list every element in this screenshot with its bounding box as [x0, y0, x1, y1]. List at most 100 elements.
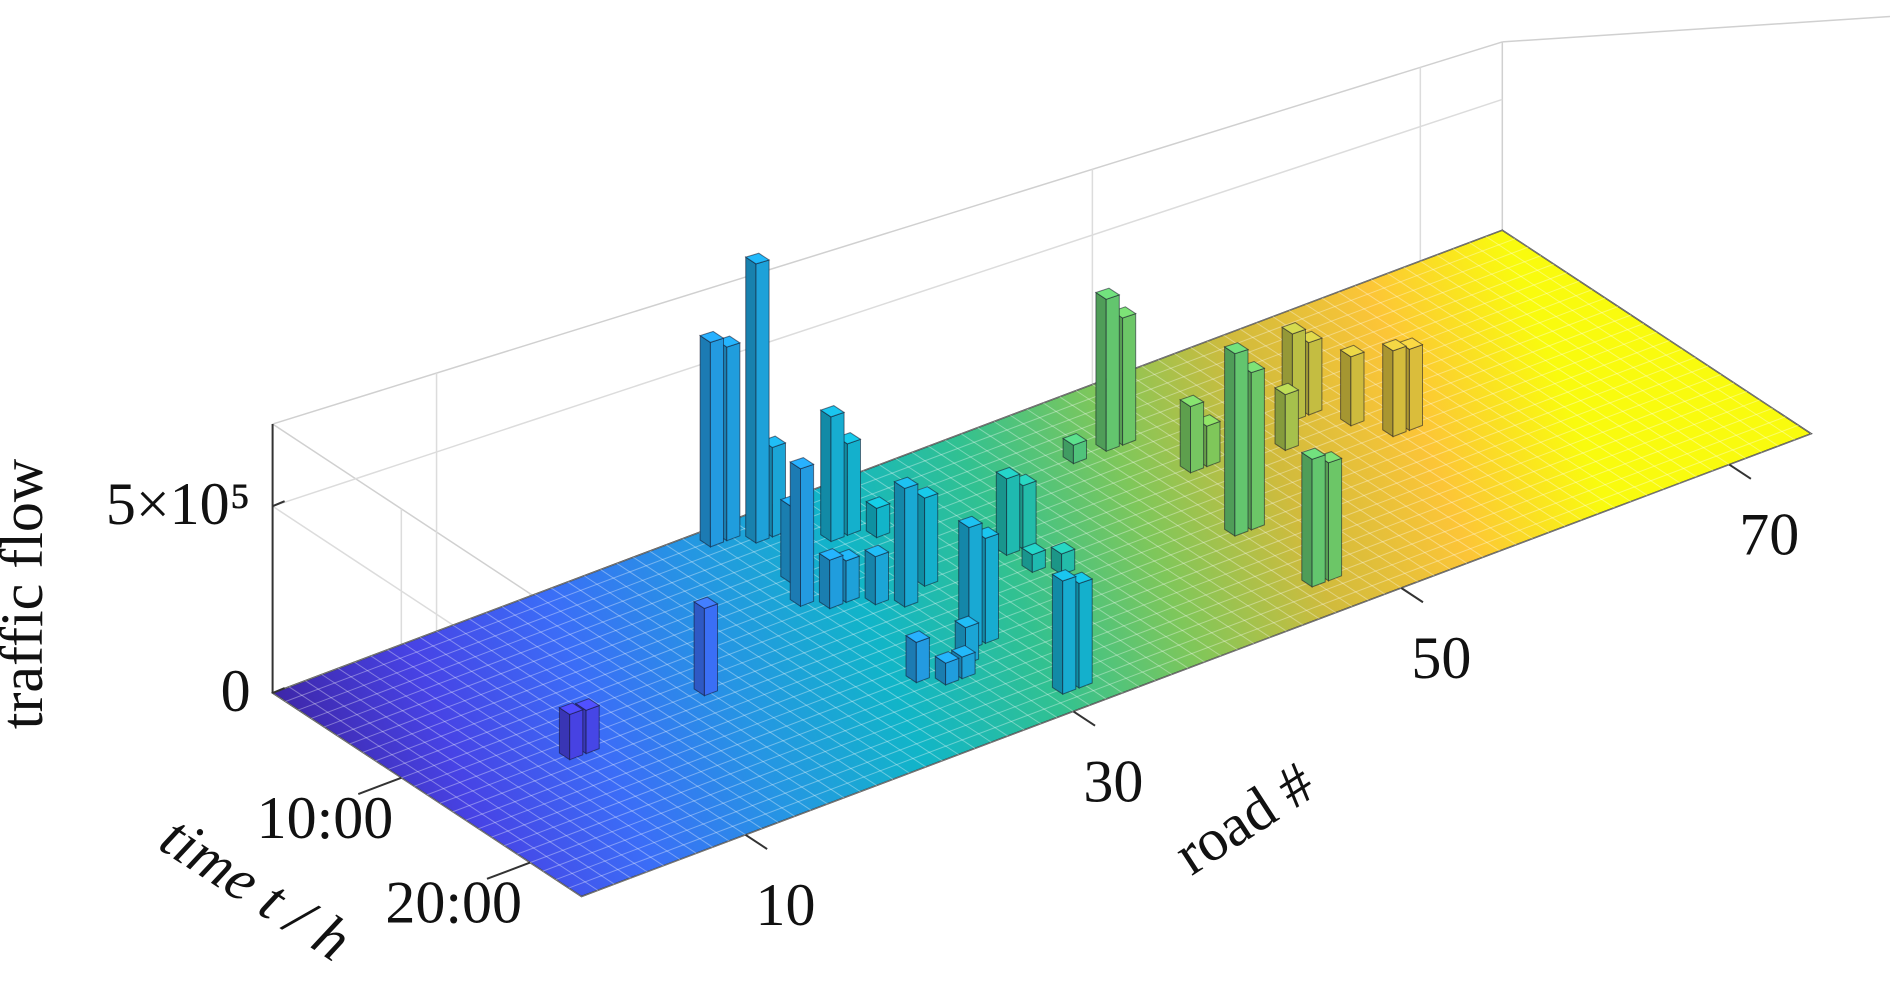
floor-grid — [567, 581, 877, 786]
bar-front — [829, 554, 844, 610]
bar-front — [1122, 312, 1137, 446]
bar-top — [863, 544, 890, 558]
bar-front — [703, 603, 718, 697]
bar-front — [1078, 578, 1093, 689]
bar-top — [1020, 542, 1047, 556]
bar-top — [954, 615, 980, 629]
bar-top — [913, 486, 939, 499]
bar-top — [789, 457, 815, 470]
floor-grid — [354, 661, 664, 867]
bar-top — [995, 466, 1021, 480]
bar-side — [745, 256, 757, 544]
floor-grid — [555, 416, 1786, 881]
bar — [865, 496, 891, 539]
bar — [818, 548, 845, 610]
y-tick — [486, 861, 531, 880]
bar-front — [1308, 337, 1323, 416]
floor-grid — [1321, 297, 1632, 503]
floor-grid — [583, 575, 894, 780]
bar — [819, 405, 846, 543]
bar-top — [744, 252, 771, 265]
bar-top — [698, 330, 725, 343]
bar-top — [950, 644, 977, 658]
bar-front — [1234, 348, 1249, 537]
bar-top — [692, 596, 719, 610]
bar-side — [1274, 386, 1286, 452]
floor-grid — [600, 569, 910, 774]
bar-side — [699, 334, 711, 548]
x-tick — [1728, 463, 1752, 480]
floor-grid — [370, 655, 681, 860]
bar-front — [915, 636, 930, 684]
bar — [698, 330, 725, 548]
bar-front — [755, 259, 770, 544]
bar — [1179, 394, 1205, 474]
floor-grid — [439, 339, 1670, 804]
floor-grid — [977, 427, 1287, 632]
bar-top — [1381, 338, 1408, 352]
bar-top — [904, 630, 931, 643]
bar — [1062, 432, 1088, 465]
bar-top — [558, 702, 584, 716]
floor-grid — [1370, 279, 1681, 484]
bar — [1381, 338, 1408, 438]
bar-front — [924, 492, 939, 587]
floor-grid — [616, 562, 927, 768]
bar-front — [726, 342, 741, 542]
floor-grid — [478, 365, 1709, 830]
bar-top — [1339, 344, 1366, 358]
bar — [789, 457, 815, 608]
floor-grid — [1420, 260, 1730, 466]
floor-grid — [1354, 285, 1664, 490]
floor-grid — [518, 600, 828, 805]
z-tick — [272, 687, 285, 694]
x-tick-label: 10 — [756, 872, 816, 938]
bar-front — [1006, 473, 1021, 557]
floor-grid — [1485, 235, 1796, 441]
bar-top — [1062, 432, 1088, 446]
floor-grid — [272, 229, 1503, 694]
bar-side — [893, 480, 906, 608]
floor-grid — [469, 618, 779, 823]
bar-side — [1095, 291, 1107, 453]
bar — [744, 252, 771, 544]
y-tick — [357, 776, 402, 795]
bar — [904, 630, 931, 684]
floor-grid — [1452, 248, 1763, 453]
floor-grid — [529, 399, 1760, 864]
floor-grid — [698, 532, 1009, 737]
bar-side — [818, 552, 831, 610]
floor-grid — [403, 643, 713, 848]
bar-front — [1206, 420, 1221, 468]
bar-front — [709, 337, 724, 548]
bar-top — [818, 548, 845, 561]
floor-grid — [895, 458, 1205, 663]
bar — [1300, 447, 1327, 588]
floor-grid — [1403, 266, 1714, 472]
bar — [1339, 344, 1366, 427]
bar-top — [865, 496, 891, 509]
floor-grid — [542, 407, 1773, 872]
wall-edge — [1502, 15, 1890, 43]
x-tick — [1400, 587, 1424, 604]
floor-grid — [960, 433, 1271, 638]
bars — [558, 252, 1424, 761]
wall-edge — [272, 41, 1503, 425]
floor-grid — [321, 674, 632, 879]
bar-top — [1223, 342, 1250, 355]
floor-grid — [649, 550, 959, 756]
bar-front — [800, 463, 815, 608]
x-tick-label: 70 — [1739, 502, 1799, 568]
bar-side — [693, 600, 705, 697]
bar-top — [1273, 382, 1300, 396]
floor-grid — [336, 272, 1567, 736]
y-tick-label: 20:00 — [385, 870, 522, 936]
bar-top — [574, 698, 601, 711]
floor-grid — [501, 606, 812, 811]
floor-grid — [633, 556, 943, 762]
bar-side — [864, 549, 876, 606]
bar-front — [1311, 454, 1326, 588]
floor-grid — [682, 538, 992, 743]
floor-grid — [285, 238, 1516, 702]
bar-top — [934, 651, 960, 664]
